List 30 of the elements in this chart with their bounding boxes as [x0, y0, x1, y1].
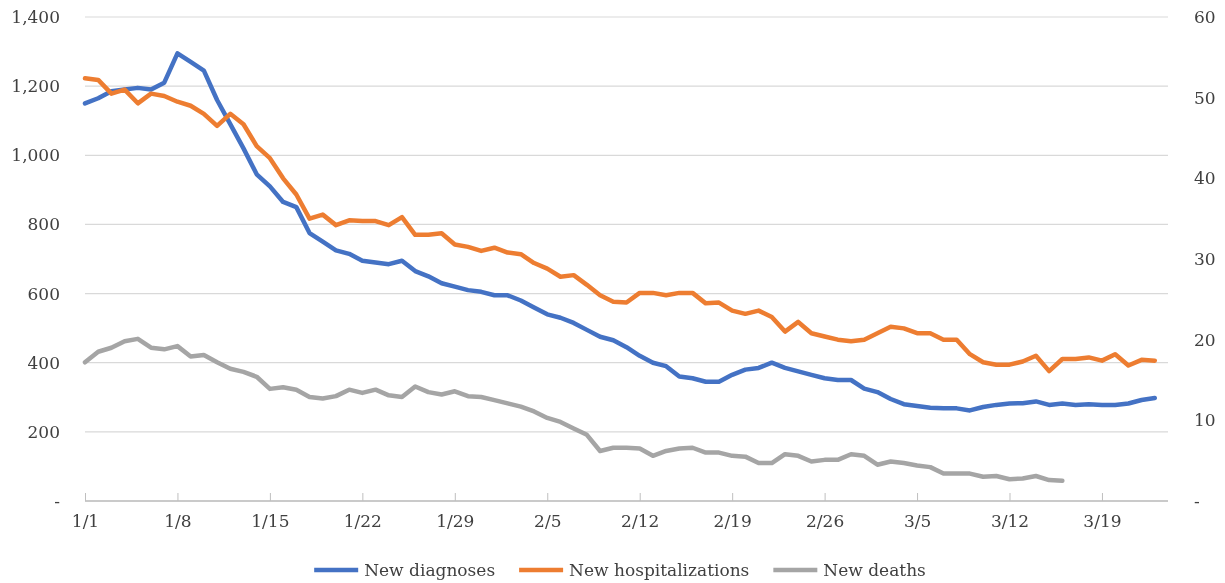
y2-tick-label: -	[1194, 490, 1200, 511]
x-tick-label: 1/8	[164, 511, 192, 532]
x-tick-label: 3/12	[990, 511, 1030, 532]
y-tick-label: 400	[27, 352, 60, 373]
x-tick-label: 2/26	[806, 511, 845, 532]
legend-label: New deaths	[823, 560, 926, 580]
y2-tick-label: 60	[1194, 6, 1216, 27]
x-tick-label: 1/22	[343, 511, 382, 532]
x-tick-label: 1/1	[71, 511, 100, 532]
y-tick-label: 1,400	[11, 6, 60, 27]
y2-tick-label: 50	[1194, 87, 1216, 108]
y2-tick-label: 30	[1194, 248, 1216, 269]
legend-label: New diagnoses	[364, 560, 496, 580]
y2-tick-label: 10	[1194, 410, 1216, 431]
y-tick-label: 200	[27, 421, 60, 442]
legend-label: New hospitalizations	[569, 560, 750, 580]
y2-tick-label: 20	[1194, 329, 1216, 350]
y2-tick-label: 40	[1194, 168, 1216, 189]
x-tick-label: 3/5	[903, 511, 932, 532]
y-tick-label: 1,000	[11, 145, 60, 166]
y-tick-label: -	[54, 490, 60, 511]
y-tick-label: 1,200	[11, 76, 60, 97]
x-tick-label: 2/5	[534, 511, 562, 532]
y-tick-label: 800	[27, 214, 60, 235]
x-tick-label: 1/15	[251, 511, 290, 532]
y-tick-label: 600	[27, 283, 60, 304]
x-tick-label: 2/19	[713, 511, 752, 532]
x-tick-label: 1/29	[436, 511, 475, 532]
x-tick-label: 2/12	[621, 511, 660, 532]
x-tick-label: 3/19	[1083, 511, 1122, 532]
